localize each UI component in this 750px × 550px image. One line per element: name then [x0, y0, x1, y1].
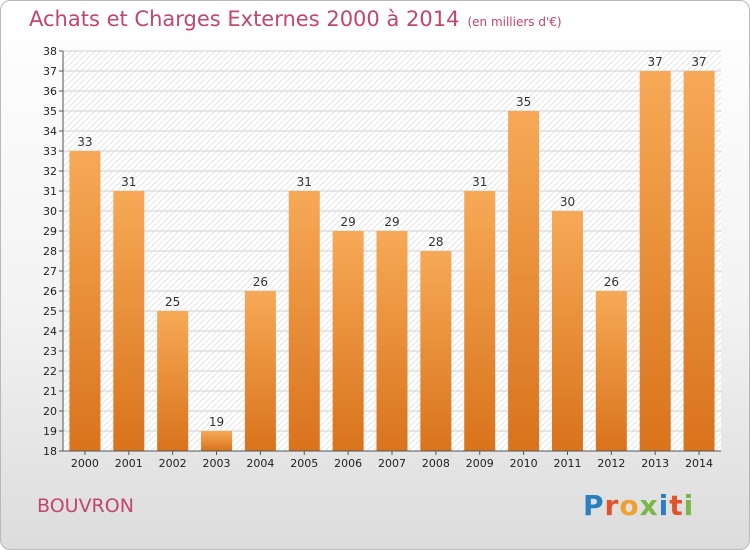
x-tick-label: 2014 — [685, 457, 713, 470]
y-tick-label: 22 — [43, 365, 57, 378]
logo-letter: t — [669, 489, 684, 522]
x-tick-label: 2001 — [115, 457, 143, 470]
bar — [464, 191, 496, 451]
chart-title: Achats et Charges Externes 2000 à 2014 (e… — [29, 7, 562, 31]
bar — [508, 111, 540, 451]
bar — [595, 291, 627, 451]
y-tick-label: 23 — [43, 345, 57, 358]
data-label: 25 — [165, 295, 180, 309]
y-tick-label: 18 — [43, 445, 57, 458]
x-tick-label: 2002 — [159, 457, 187, 470]
data-label: 29 — [340, 215, 355, 229]
data-label: 31 — [121, 175, 136, 189]
y-tick-label: 33 — [43, 145, 57, 158]
bar — [332, 231, 364, 451]
x-tick-label: 2006 — [334, 457, 362, 470]
data-label: 19 — [209, 415, 224, 429]
x-tick-label: 2003 — [203, 457, 231, 470]
data-label: 33 — [77, 135, 92, 149]
logo-letter: P — [583, 489, 605, 522]
y-tick-label: 32 — [43, 165, 57, 178]
bar — [376, 231, 408, 451]
data-label: 37 — [648, 55, 663, 69]
y-tick-label: 30 — [43, 205, 57, 218]
x-tick-label: 2007 — [378, 457, 406, 470]
y-tick-label: 27 — [43, 265, 57, 278]
bar — [113, 191, 145, 451]
y-tick-label: 38 — [43, 45, 57, 58]
logo-letter: i — [658, 489, 670, 522]
data-label: 37 — [691, 55, 706, 69]
x-tick-label: 2000 — [71, 457, 99, 470]
bar — [201, 431, 233, 451]
x-tick-label: 2012 — [597, 457, 625, 470]
commune-name: BOUVRON — [37, 495, 134, 517]
y-tick-label: 29 — [43, 225, 57, 238]
x-tick-label: 2005 — [290, 457, 318, 470]
y-tick-label: 20 — [43, 405, 57, 418]
data-label: 28 — [428, 235, 443, 249]
x-tick-label: 2010 — [510, 457, 538, 470]
y-tick-label: 31 — [43, 185, 57, 198]
y-tick-label: 36 — [43, 85, 57, 98]
chart-title-text: Achats et Charges Externes 2000 à 2014 — [29, 7, 460, 31]
data-label: 30 — [560, 195, 575, 209]
bar — [551, 211, 583, 451]
data-label: 26 — [253, 275, 268, 289]
data-label: 29 — [384, 215, 399, 229]
x-tick-label: 2004 — [246, 457, 274, 470]
y-tick-label: 28 — [43, 245, 57, 258]
x-tick-label: 2013 — [641, 457, 669, 470]
bar — [69, 151, 101, 451]
bar — [157, 311, 189, 451]
bar — [288, 191, 320, 451]
y-tick-label: 19 — [43, 425, 57, 438]
x-tick-label: 2009 — [466, 457, 494, 470]
data-label: 31 — [472, 175, 487, 189]
bar — [639, 71, 671, 451]
y-tick-label: 25 — [43, 305, 57, 318]
y-tick-label: 24 — [43, 325, 57, 338]
logo-letter: r — [604, 489, 620, 522]
logo-letter: i — [683, 489, 695, 522]
x-tick-label: 2011 — [553, 457, 581, 470]
y-tick-label: 34 — [43, 125, 57, 138]
data-label: 31 — [297, 175, 312, 189]
y-tick-label: 26 — [43, 285, 57, 298]
bar — [683, 71, 715, 451]
logo-letter: x — [639, 489, 659, 522]
y-tick-label: 35 — [43, 105, 57, 118]
x-tick-label: 2008 — [422, 457, 450, 470]
bar — [244, 291, 276, 451]
logo-letter: o — [619, 489, 640, 522]
proxiti-logo: Proxiti — [583, 489, 694, 522]
data-label: 26 — [604, 275, 619, 289]
y-tick-label: 21 — [43, 385, 57, 398]
y-tick-label: 37 — [43, 65, 57, 78]
chart-subtitle: (en milliers d'€) — [467, 15, 562, 29]
data-label: 35 — [516, 95, 531, 109]
bar — [420, 251, 452, 451]
